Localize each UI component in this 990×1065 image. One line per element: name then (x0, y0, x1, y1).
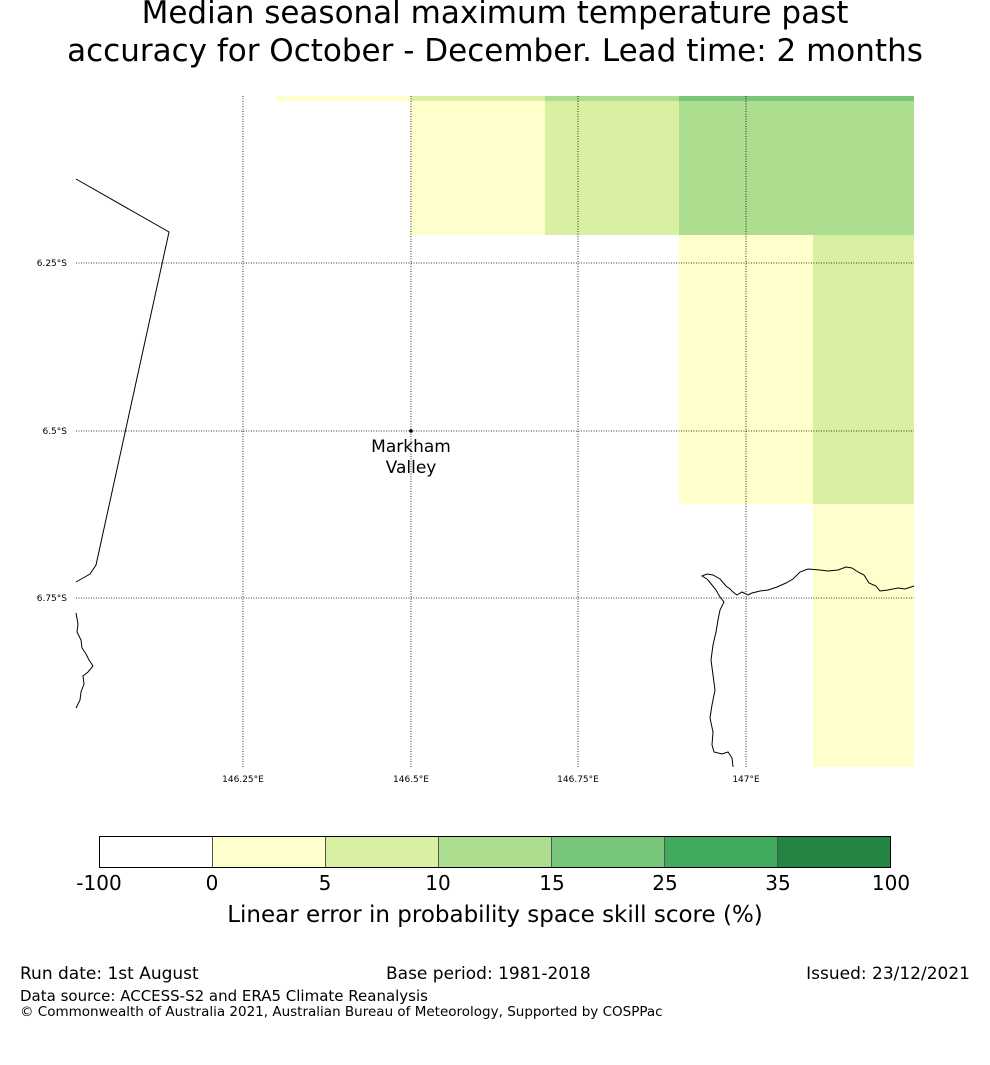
colorbar-tick: 35 (765, 871, 791, 895)
location-marker (409, 429, 413, 433)
base-period: Base period: 1981-2018 (386, 964, 591, 984)
colorbar-segment (665, 837, 778, 867)
lat-label: 6.25°S (37, 259, 68, 269)
location-name-line-1: Markham (371, 437, 451, 457)
cell-5-10 (545, 101, 679, 235)
colorbar-segment (552, 837, 665, 867)
lat-labels: 6.25°S 6.5°S 6.75°S (37, 259, 68, 604)
colorbar-segment (778, 837, 890, 867)
issued-date: Issued: 23/12/2021 (806, 964, 970, 984)
lon-label: 147°E (732, 775, 760, 785)
cell-0-5 (411, 96, 545, 101)
cell-0-5 (813, 504, 914, 767)
colorbar-segment (326, 837, 439, 867)
colorbar-segment (213, 837, 326, 867)
lat-label: 6.75°S (37, 594, 68, 604)
cell-0-5 (411, 101, 545, 235)
title-line-2: accuracy for October - December. Lead ti… (67, 33, 923, 69)
map-title: Median seasonal maximum temperature past… (0, 0, 990, 70)
cell-5-10 (813, 235, 914, 504)
location-label: Markham Valley (371, 437, 451, 478)
coastline (75, 178, 915, 768)
location-name-line-2: Valley (386, 458, 437, 478)
colorbar-label: Linear error in probability space skill … (227, 902, 763, 928)
cell-10-15 (679, 101, 914, 235)
cell-0-5 (276, 96, 411, 101)
cell-5-10 (545, 96, 679, 101)
skill-cells (276, 96, 914, 767)
colorbar-tick: 25 (652, 871, 678, 895)
copyright: © Commonwealth of Australia 2021, Austra… (20, 1004, 663, 1020)
lat-label: 6.5°S (42, 427, 67, 437)
colorbar (99, 836, 891, 868)
colorbar-tick: 5 (318, 871, 332, 895)
lon-label: 146.75°E (557, 775, 599, 785)
lon-label: 146.25°E (222, 775, 264, 785)
title-line-1: Median seasonal maximum temperature past (141, 0, 849, 31)
colorbar-tick: -100 (76, 871, 122, 895)
data-source: Data source: ACCESS-S2 and ERA5 Climate … (20, 987, 428, 1005)
lon-labels: 146.25°E 146.5°E 146.75°E 147°E (222, 775, 760, 785)
colorbar-tick: 0 (205, 871, 219, 895)
colorbar-tick: 15 (539, 871, 565, 895)
skill-map: 6.25°S 6.5°S 6.75°S 146.25°E 146.5°E 146… (37, 96, 915, 785)
cell-15-25 (679, 96, 914, 101)
colorbar-segment (439, 837, 552, 867)
run-date: Run date: 1st August (20, 964, 199, 984)
lon-label: 146.5°E (393, 775, 429, 785)
colorbar-segment (100, 837, 213, 867)
colorbar-tick: 10 (425, 871, 451, 895)
colorbar-tick: 100 (871, 871, 911, 895)
